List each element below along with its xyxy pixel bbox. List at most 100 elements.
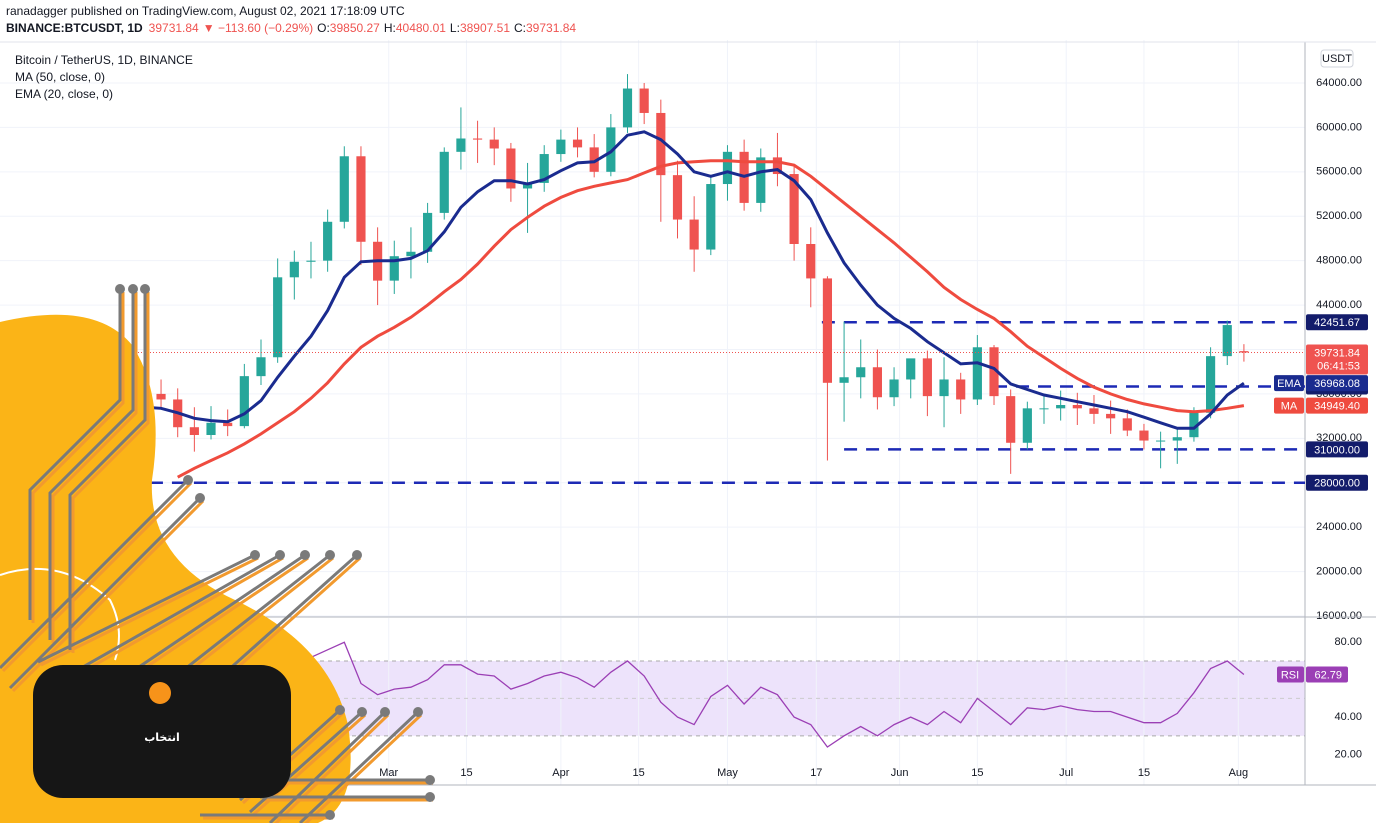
- overlay-line: [176, 159, 1245, 479]
- candle-body: [1006, 396, 1016, 443]
- ohlc-label: H:: [384, 21, 396, 35]
- ohlc-value: 39731.84: [526, 21, 576, 35]
- candle-body: [1106, 413, 1116, 419]
- candle-body: [956, 379, 966, 400]
- ohlc-value: 39850.27: [330, 21, 380, 35]
- candle-body: [806, 243, 816, 279]
- candle-body: [889, 379, 899, 398]
- candle-body: [522, 182, 533, 189]
- level-badge-label: 42451.67: [1314, 317, 1360, 329]
- ohlc-label: L:: [450, 21, 460, 35]
- ohlc-label: C:: [514, 21, 526, 35]
- logo-box: [33, 665, 291, 798]
- candle-body: [223, 422, 233, 427]
- level-badge-label: 31000.00: [1314, 444, 1360, 456]
- candle-body: [506, 148, 516, 189]
- rsi-badge-label: 62.79: [1314, 669, 1342, 681]
- candle-body: [856, 367, 866, 378]
- candle-body: [689, 219, 699, 250]
- level-badge: [1306, 314, 1368, 331]
- price: 39731.84: [149, 21, 199, 35]
- candle-body: [1056, 405, 1066, 409]
- candle-body: [772, 157, 783, 175]
- legend-entry: EMA (20, close, 0): [15, 87, 113, 101]
- x-tick-label: 17: [810, 767, 822, 779]
- y-tick-label: 24000.00: [1316, 521, 1362, 533]
- currency-box: [1320, 49, 1354, 68]
- watermark: انتخاب: [0, 284, 435, 823]
- overlay-badge: [1274, 397, 1304, 414]
- candle-body: [356, 156, 366, 242]
- candle-body: [906, 358, 916, 380]
- candle-body: [389, 256, 399, 281]
- overlay-badge-name: MA: [1281, 400, 1298, 412]
- overlay-badge-name: EMA: [1277, 378, 1302, 390]
- candle-body: [1239, 351, 1249, 353]
- y-tick-label: 32000.00: [1316, 432, 1362, 444]
- candle-body: [656, 112, 666, 176]
- y-tick-label: 20000.00: [1316, 565, 1362, 577]
- rsi-badge-name: RSI: [1281, 669, 1299, 681]
- x-tick-label: 15: [460, 767, 472, 779]
- candle-body: [1122, 418, 1132, 431]
- y-tick-label: 80.00: [1334, 636, 1362, 648]
- candle-body: [722, 151, 733, 185]
- candle-body: [822, 278, 833, 383]
- candle-body: [323, 221, 333, 261]
- candle-body: [789, 174, 799, 244]
- currency: USDT: [1322, 53, 1352, 65]
- x-tick-label: Jun: [891, 767, 909, 779]
- overlay-line: [144, 130, 1245, 430]
- last-price-label: 39731.84: [1314, 347, 1360, 359]
- overlay-badge: [1306, 397, 1368, 414]
- x-tick-label: Aug: [1229, 767, 1249, 779]
- candle-body: [1172, 437, 1182, 441]
- quote-line: BINANCE:BTCUSDT, 1D 39731.84 ▼ −113.60 (−0…: [6, 21, 576, 35]
- candle-body: [472, 138, 483, 140]
- candle-body: [606, 127, 616, 172]
- candle-body: [872, 367, 882, 398]
- y-tick-label: 40.00: [1334, 711, 1362, 723]
- x-tick-label: Jul: [1059, 767, 1073, 779]
- circuit-lines: [0, 284, 435, 823]
- rsi-line: [144, 641, 1245, 748]
- y-tick-label: 20.00: [1334, 748, 1362, 760]
- candle-body: [289, 261, 299, 278]
- candle-body: [423, 212, 433, 252]
- x-tick-label: 15: [1138, 767, 1150, 779]
- candle-body: [1139, 430, 1149, 441]
- level-badge: [1306, 441, 1368, 458]
- level-badge: [1306, 474, 1368, 491]
- ohlc-value: 40480.01: [396, 21, 446, 35]
- logo-text: انتخاب: [144, 732, 180, 744]
- rsi-badge: [1306, 666, 1348, 683]
- candle-body: [1156, 440, 1166, 442]
- candle-body: [589, 147, 599, 172]
- x-tick-label: Mar: [379, 767, 398, 779]
- candle-body: [1072, 405, 1082, 409]
- candle-body: [1189, 412, 1199, 438]
- candle-body: [1206, 356, 1216, 413]
- candle-body: [672, 175, 683, 220]
- candle-body: [156, 393, 166, 400]
- candle-body: [1222, 325, 1232, 357]
- legend-entry: MA (50, close, 0): [15, 70, 105, 84]
- candle-body: [439, 151, 449, 213]
- level-badge-label: 28000.00: [1314, 478, 1360, 490]
- y-tick-label: 60000.00: [1316, 121, 1362, 133]
- candle-body: [239, 376, 249, 427]
- candle-body: [456, 138, 466, 152]
- logo-coin: [149, 682, 171, 704]
- last-price-badge: [1306, 344, 1368, 375]
- candle-body: [189, 427, 199, 435]
- candle-body: [256, 357, 266, 377]
- x-tick-label: Apr: [552, 767, 569, 779]
- candle-body: [572, 139, 583, 148]
- overlay-badge: [1306, 375, 1368, 392]
- y-tick-label: 52000.00: [1316, 210, 1362, 222]
- candle-body: [1039, 408, 1049, 410]
- symbol: BINANCE:BTCUSDT, 1D: [6, 21, 143, 35]
- candle-body: [922, 358, 932, 397]
- overlay-badge-label: 36968.08: [1314, 378, 1360, 390]
